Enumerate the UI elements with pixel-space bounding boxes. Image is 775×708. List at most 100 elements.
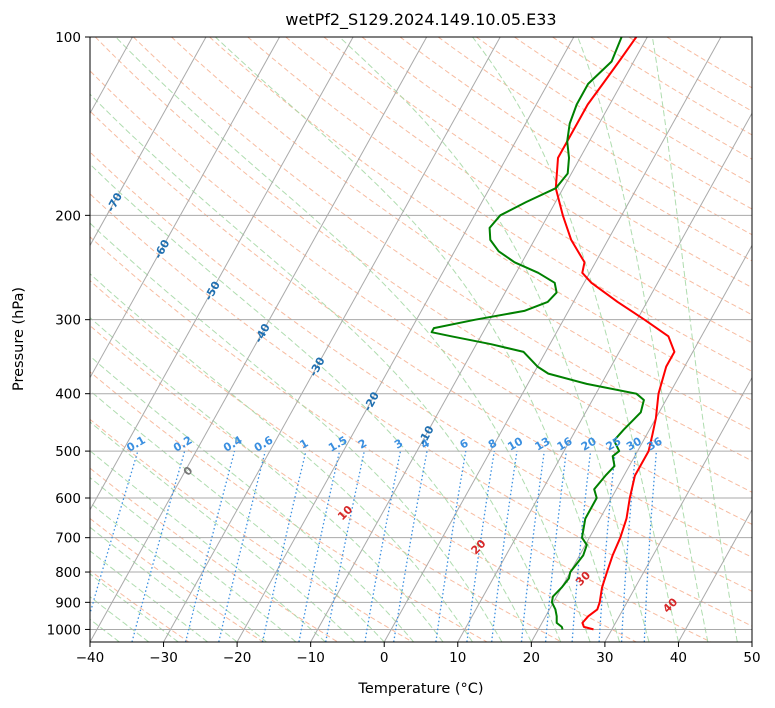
moist-adiabat xyxy=(90,450,326,642)
isotherm-label: -20 xyxy=(361,389,382,413)
dry-adiabat xyxy=(247,37,752,372)
y-tick-label: 300 xyxy=(55,313,81,329)
mixing-ratio-line xyxy=(364,450,402,642)
isotherm-line xyxy=(383,37,722,642)
isotherm-line xyxy=(90,37,354,511)
x-tick-label: 40 xyxy=(670,650,687,666)
mixing-ratio-line xyxy=(184,450,236,642)
moist-adiabat xyxy=(90,222,503,642)
x-tick-label: −30 xyxy=(149,650,178,666)
mixing-ratio-line xyxy=(435,450,467,642)
isotherm-label: -30 xyxy=(307,355,328,379)
y-tick-label: 600 xyxy=(55,491,81,507)
moist-adiabat xyxy=(90,421,356,642)
isotherm-line xyxy=(310,37,648,642)
moist-adiabat xyxy=(651,37,738,642)
dry-adiabat xyxy=(133,37,752,462)
y-tick-label: 800 xyxy=(55,565,81,581)
isotherm-line xyxy=(0,37,59,642)
dry-adiabat xyxy=(90,569,189,642)
x-tick-label: −20 xyxy=(223,650,252,666)
mixing-ratio-line xyxy=(90,450,139,616)
mixing-ratio-line xyxy=(325,450,365,642)
dry-adiabat xyxy=(361,37,752,289)
x-tick-label: −10 xyxy=(296,650,325,666)
dry-adiabat xyxy=(590,37,752,136)
x-tick-label: 10 xyxy=(449,650,466,666)
dry-adiabat xyxy=(90,193,752,627)
dry-adiabat xyxy=(90,236,712,642)
y-tick-label: 500 xyxy=(55,444,81,460)
dry-adiabat xyxy=(90,467,339,642)
dry-adiabat xyxy=(514,37,752,185)
mixing-ratio-line xyxy=(218,450,266,642)
plot-line-labels: 0.10.20.40.611.52346810131620253036-100-… xyxy=(15,87,681,615)
dry-adiabat xyxy=(285,37,752,344)
mixing-ratio-label: 6 xyxy=(457,436,470,451)
dry-adiabat xyxy=(90,110,752,558)
moist-adiabat xyxy=(577,37,709,642)
isotherm-label: -70 xyxy=(104,190,125,214)
dry-adiabat xyxy=(666,37,752,89)
moist-adiabat xyxy=(90,316,444,642)
dry-adiabat xyxy=(399,37,752,262)
isotherm-label: -50 xyxy=(202,279,223,303)
x-tick-label: 0 xyxy=(380,650,389,666)
y-tick-label: 200 xyxy=(55,208,81,224)
dry-adiabat xyxy=(323,37,752,316)
mixing-ratio-label: 3 xyxy=(392,437,405,452)
moist-adiabat xyxy=(115,37,591,642)
mixing-ratio-label: 1 xyxy=(298,437,311,452)
moist-adiabat xyxy=(90,163,532,642)
mixing-ratio-line xyxy=(261,450,307,642)
moist-adiabat-label: 10 xyxy=(335,503,355,523)
mixing-ratio-line xyxy=(544,451,568,642)
mixing-ratio-line xyxy=(598,451,616,642)
isotherm-label: -80 xyxy=(60,138,81,162)
y-tick-label: 700 xyxy=(55,531,81,547)
moist-adiabat xyxy=(90,596,150,642)
dry-adiabat xyxy=(90,151,752,592)
moist-adiabat-label: 20 xyxy=(469,537,489,557)
x-tick-label: −40 xyxy=(76,650,105,666)
isotherm-line xyxy=(678,508,752,642)
mixing-ratio-line xyxy=(571,451,592,642)
plot-frame xyxy=(89,36,753,643)
y-tick-label: 900 xyxy=(55,595,81,611)
dry-adiabat xyxy=(90,70,752,525)
isotherm-label: -60 xyxy=(151,237,172,261)
mixing-ratio-line xyxy=(520,451,545,642)
dewpoint-profile-line xyxy=(430,37,645,630)
y-tick-label: 100 xyxy=(55,30,81,46)
moist-adiabat xyxy=(339,37,650,642)
moist-adiabat xyxy=(90,93,562,642)
isotherm-line xyxy=(90,37,428,642)
isotherm-line xyxy=(457,112,752,642)
temperature-profile-line xyxy=(554,37,676,631)
isotherm-label: -90 xyxy=(15,87,36,111)
x-tick-label: 50 xyxy=(743,650,760,666)
mixing-ratio-line xyxy=(491,450,518,642)
isotherm-label: -10 xyxy=(416,423,437,447)
dry-adiabat xyxy=(90,517,264,642)
moist-adiabat xyxy=(90,550,208,642)
plot-axes: −40 −30 −20 −10 0 10 20 30 40 50 1000 900 800 700 600 5… xyxy=(47,30,761,666)
mixing-ratio-label: 2 xyxy=(356,437,369,452)
plot-series xyxy=(430,37,676,631)
isotherm-line xyxy=(530,244,752,642)
moist-adiabat xyxy=(90,390,385,642)
dry-adiabat xyxy=(437,37,752,236)
isotherm-line xyxy=(604,376,752,642)
isotherm-line xyxy=(90,37,280,379)
isotherm-line xyxy=(751,640,752,642)
y-tick-label: 400 xyxy=(55,387,81,403)
x-axis-label: Temperature (°C) xyxy=(357,681,483,697)
moist-adiabat xyxy=(90,526,238,642)
dry-adiabat xyxy=(628,37,752,112)
y-axis-label: Pressure (hPa) xyxy=(11,287,27,391)
isotherm-line xyxy=(163,37,501,642)
x-tick-label: 20 xyxy=(523,650,540,666)
mixing-ratio-line xyxy=(298,450,341,642)
plot-grid xyxy=(0,37,752,642)
chart-title: wetPf2_S129.2024.149.10.05.E33 xyxy=(285,10,556,30)
